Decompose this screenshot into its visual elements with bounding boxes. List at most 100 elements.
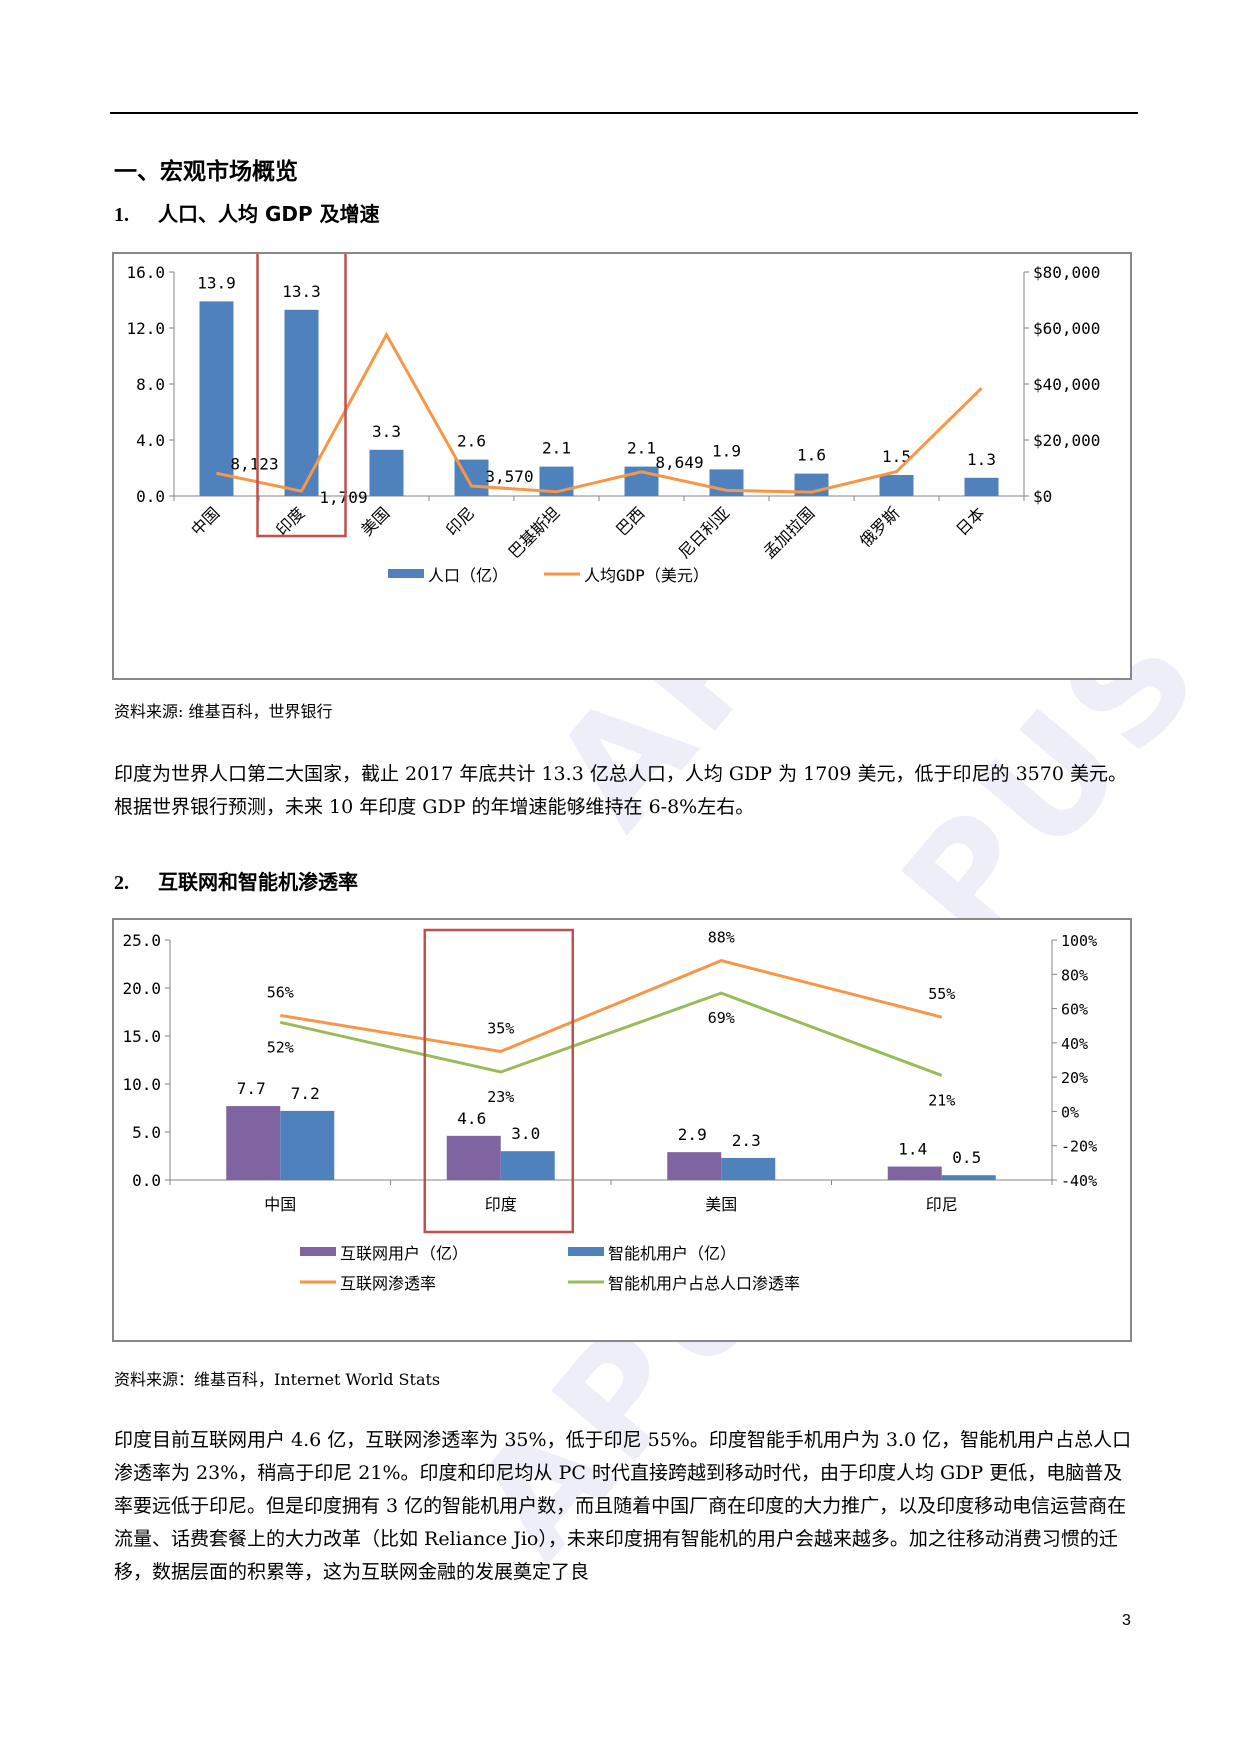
subsection-number: 1. [114,204,129,226]
bar-value-label: 7.7 [237,1079,266,1098]
bar-value-label: 2.3 [732,1131,761,1150]
bar [941,1175,996,1180]
legend-swatch-internet-users [300,1247,336,1256]
rate-point-label: 69% [708,1009,735,1027]
bar [721,1157,776,1180]
bar-value-label: 3.0 [511,1124,540,1143]
y-tick-label-right: 40% [1061,1035,1088,1053]
y-tick-label-left: 10.0 [122,1075,161,1094]
bar [446,1135,501,1180]
chart-population-gdp: 0.0 4.0 8.0 12.0 16.0 $0 $20,000 $40,000 $60,000… [112,241,1132,680]
x-category-label: 俄罗斯 [856,503,903,550]
bar-value-label: 1.5 [882,447,911,466]
y-tick-label-right: $20,000 [1033,431,1100,450]
chart-internet-smartphone: 0.0 5.0 10.0 15.0 20.0 25.0 -40% -20% 0% 20% 40% 60… [112,918,1132,1342]
x-category-label: 美国 [705,1195,737,1214]
gdp-point-label: 8,649 [655,453,703,472]
bar [500,1151,555,1180]
x-category-label: 美国 [357,503,393,539]
legend-swatch-smartphone-users [568,1247,604,1256]
chart1-svg: 0.0 4.0 8.0 12.0 16.0 $0 $20,000 $40,000 $60,000… [126,241,1100,585]
y-tick-label-left: 15.0 [122,1027,161,1046]
bar [964,477,999,496]
bar-value-label: 2.1 [627,439,656,458]
y-tick-label-right: -40% [1061,1172,1097,1190]
y-tick-label-right: $80,000 [1033,263,1100,282]
subsection-number: 2. [114,872,129,894]
section-title: 一、宏观市场概览 [114,159,298,185]
legend-label-smartphone-users: 智能机用户（亿） [608,1244,736,1263]
subsection-title: 互联网和智能机渗透率 [158,870,358,894]
y-tick-label-left: 25.0 [122,931,161,950]
y-tick-label-right: $0 [1033,487,1052,506]
gdp-point-label: 1,709 [319,488,367,507]
bar [369,449,404,496]
bar-value-label: 4.6 [457,1109,486,1128]
x-category-label: 尼日利亚 [675,503,734,562]
smartphone-rate-line [279,991,943,1077]
y-tick-label-right: 80% [1061,966,1088,984]
y-tick-label-left: 16.0 [126,263,165,282]
x-category-label: 孟加拉国 [760,503,819,562]
legend-label-population: 人口（亿） [428,566,508,585]
subsection-title: 人口、人均 GDP 及增速 [158,202,380,226]
x-category-label: 印度 [485,1195,517,1214]
chart2-source: 资料来源：维基百科，Internet World Stats [114,1370,441,1389]
bar [879,475,914,496]
bar [667,1152,722,1180]
bar-value-label: 1.6 [797,446,826,465]
bar-value-label: 2.6 [457,432,486,451]
paragraph-population: 印度为世界人口第二大国家，截止 2017 年底共计 13.3 亿总人口，人均 G… [114,763,1127,818]
rate-point-label: 55% [928,985,955,1003]
y-tick-label-right: -20% [1061,1138,1097,1156]
y-tick-label-right: $40,000 [1033,375,1100,394]
y-tick-label-right: 20% [1061,1069,1088,1087]
rate-point-label: 88% [708,929,735,947]
legend-label-smartphone-rate: 智能机用户占总人口渗透率 [608,1274,800,1293]
bar [199,301,234,496]
y-tick-label-left: 0.0 [132,1171,161,1190]
y-tick-label-left: 8.0 [136,375,165,394]
gdp-point-label: 3,570 [485,467,533,486]
page-number: 3 [1122,1612,1131,1629]
y-tick-label-right: $60,000 [1033,319,1100,338]
legend-swatch-population [388,569,424,578]
chart2-svg: 0.0 5.0 10.0 15.0 20.0 25.0 -40% -20% 0% 20% 40% 60… [122,928,1097,1293]
x-category-label: 中国 [187,503,223,539]
x-category-label: 巴基斯坦 [505,503,564,562]
x-category-label: 印度 [272,503,308,539]
y-tick-label-right: 60% [1061,1001,1088,1019]
rate-point-label: 52% [267,1038,294,1056]
gdp-line [216,331,983,494]
bar-value-label: 1.9 [712,441,741,460]
bar-value-label: 13.9 [197,273,236,292]
bar-value-label: 2.1 [542,439,571,458]
y-tick-label-left: 12.0 [126,319,165,338]
bar-value-label: 2.9 [678,1125,707,1144]
x-category-label: 印尼 [926,1195,958,1214]
internet-rate-line [280,958,943,1053]
x-category-label: 印尼 [442,503,478,539]
x-category-label: 日本 [952,503,988,539]
legend-label-internet-users: 互联网用户（亿） [340,1244,468,1263]
bar [887,1166,942,1180]
bar [280,1110,335,1180]
rate-point-label: 35% [487,1019,514,1037]
y-tick-label-right: 0% [1061,1103,1079,1121]
subsection-heading-2: 2. 互联网和智能机渗透率 [114,866,358,895]
paragraph-internet: 印度目前互联网用户 4.6 亿，互联网渗透率为 35%，低于印尼 55%。印度智… [114,1429,1132,1583]
header-rule [110,112,1138,114]
bar-value-label: 0.5 [952,1148,981,1167]
y-tick-label-left: 0.0 [136,487,165,506]
gdp-point-label: 8,123 [230,454,278,473]
y-tick-label-left: 20.0 [122,979,161,998]
rate-point-label: 23% [487,1088,514,1106]
highlight-box [423,928,574,1234]
bar [226,1106,281,1180]
y-tick-label-left: 4.0 [136,431,165,450]
bar [284,309,319,496]
bar-value-label: 3.3 [372,422,401,441]
rate-point-label: 56% [267,983,294,1001]
bar-value-label: 13.3 [282,282,321,301]
bar-value-label: 1.3 [967,450,996,469]
